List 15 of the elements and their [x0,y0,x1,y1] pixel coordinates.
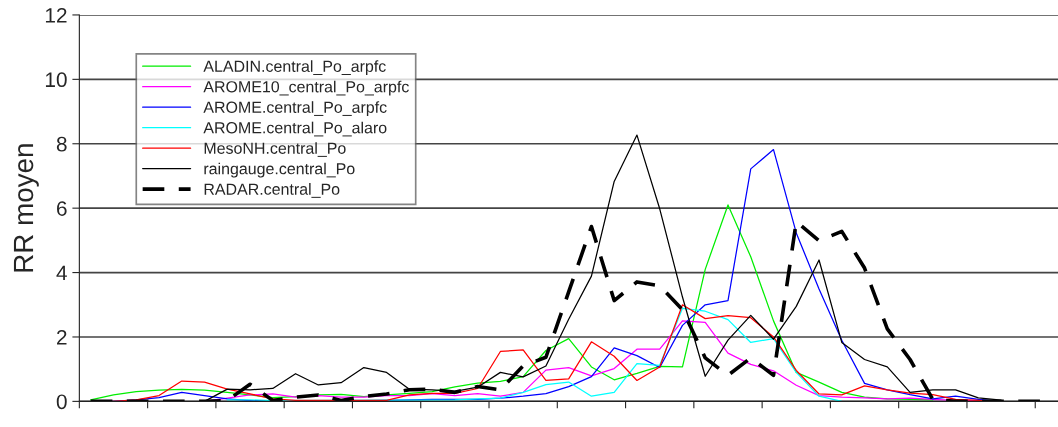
y-tick-label: 10 [45,72,67,88]
y-tick-label: 12 [45,7,67,23]
y-tick-label: 8 [56,136,67,152]
legend-label: raingauge.central_Po [204,162,355,178]
legend-label: ALADIN.central_Po_arpfc [203,60,386,76]
legend-label: AROME.central_Po_alaro [203,121,387,137]
y-tick-label: 2 [57,329,67,345]
y-tick-label: 0 [56,394,67,410]
y-tick-label: 6 [57,201,67,216]
y-tick-label: 4 [56,265,67,281]
legend-label: MesoNH.central_Po [204,142,346,157]
legend-label: AROME10_central_Po_arpfc [203,80,409,96]
legend-label: RADAR.central_Po [204,183,340,198]
legend-label: AROME.central_Po_arpfc [203,101,387,117]
y-axis-title: RR moyen [13,144,39,272]
